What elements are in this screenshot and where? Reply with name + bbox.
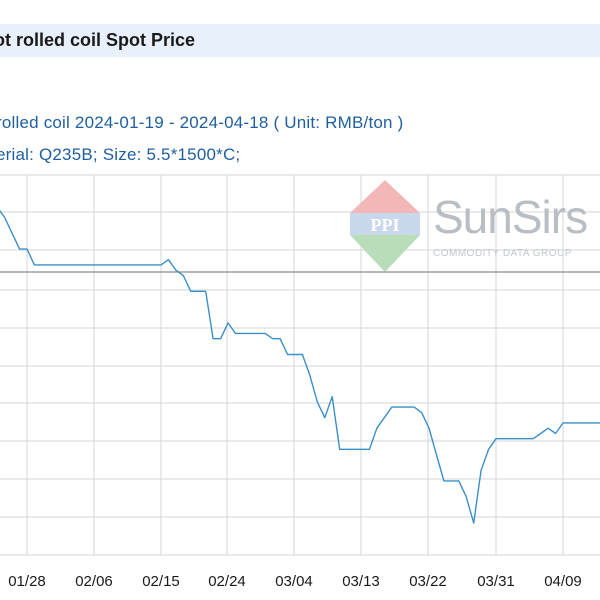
x-tick-label: 02/24 xyxy=(208,573,246,590)
x-tick-label: 03/22 xyxy=(409,573,447,590)
chart-title: ot rolled coil Spot Price xyxy=(0,30,196,50)
x-tick-label: 03/31 xyxy=(477,573,515,590)
chart-subtitle-spec: erial: Q235B; Size: 5.5*1500*C; xyxy=(0,145,241,164)
grid xyxy=(0,174,600,556)
watermark-brand: SunSirs xyxy=(433,191,588,243)
x-tick-label: 03/13 xyxy=(342,573,380,590)
x-tick-label: 04/09 xyxy=(544,573,582,590)
watermark-logo: PPI xyxy=(350,180,420,272)
x-axis-ticks: 01/28 02/06 02/15 02/24 03/04 03/13 03/22 03/31… xyxy=(8,573,582,590)
watermark-tagline: COMMODITY DATA GROUP xyxy=(433,248,572,259)
x-tick-label: 01/28 xyxy=(8,573,46,590)
x-tick-label: 03/04 xyxy=(275,573,313,590)
series xyxy=(0,209,600,524)
x-tick-label: 02/06 xyxy=(75,573,113,590)
chart-subtitle-range: rolled coil 2024-01-19 - 2024-04-18 ( Un… xyxy=(0,113,404,132)
watermark-logo-text: PPI xyxy=(371,215,400,235)
watermark: SunSirs COMMODITY DATA GROUP xyxy=(345,180,600,275)
x-tick-label: 02/15 xyxy=(142,573,180,590)
title-bar xyxy=(0,24,600,57)
series-line xyxy=(0,209,600,524)
